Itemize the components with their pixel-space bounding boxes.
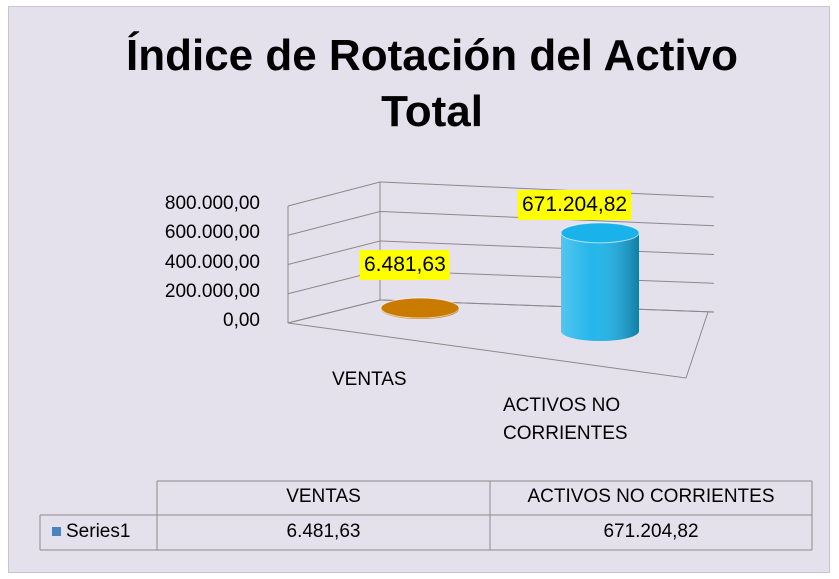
- legend-marker: [52, 527, 61, 536]
- x-tick-label: VENTAS: [332, 369, 407, 390]
- table-grid: [39, 480, 813, 551]
- chart-title: Índice de Rotación del Activo Total: [125, 31, 739, 136]
- grid-line: [287, 240, 715, 265]
- grid-line: [287, 210, 715, 236]
- y-tick-label: 0,00: [223, 310, 260, 331]
- bar-top: [560, 222, 640, 244]
- table-cell: 671.204,82: [603, 521, 699, 542]
- bar-shade: [561, 232, 639, 341]
- value-label: 6.481,63: [360, 250, 450, 280]
- chart-area: [8, 6, 830, 573]
- bar-top: [380, 297, 460, 319]
- value-label: 671.204,82: [518, 190, 632, 220]
- y-tick-label: 200.000,00: [164, 280, 260, 302]
- legend-entry: Series1: [66, 521, 131, 542]
- grid-line: [287, 299, 715, 324]
- y-tick-label: 800.000,00: [164, 193, 260, 214]
- y-tick-label: 600.000,00: [164, 222, 260, 244]
- y-tick-label: 400.000,00: [164, 251, 260, 273]
- table-header: VENTAS: [286, 486, 361, 507]
- table-header: ACTIVOS NO CORRIENTES: [527, 486, 775, 507]
- x-tick-label: ACTIVOS NO CORRIENTES: [503, 395, 628, 444]
- table-cell: 6.481,63: [286, 521, 361, 542]
- grid-line: [287, 181, 715, 207]
- grid-line: [287, 269, 715, 295]
